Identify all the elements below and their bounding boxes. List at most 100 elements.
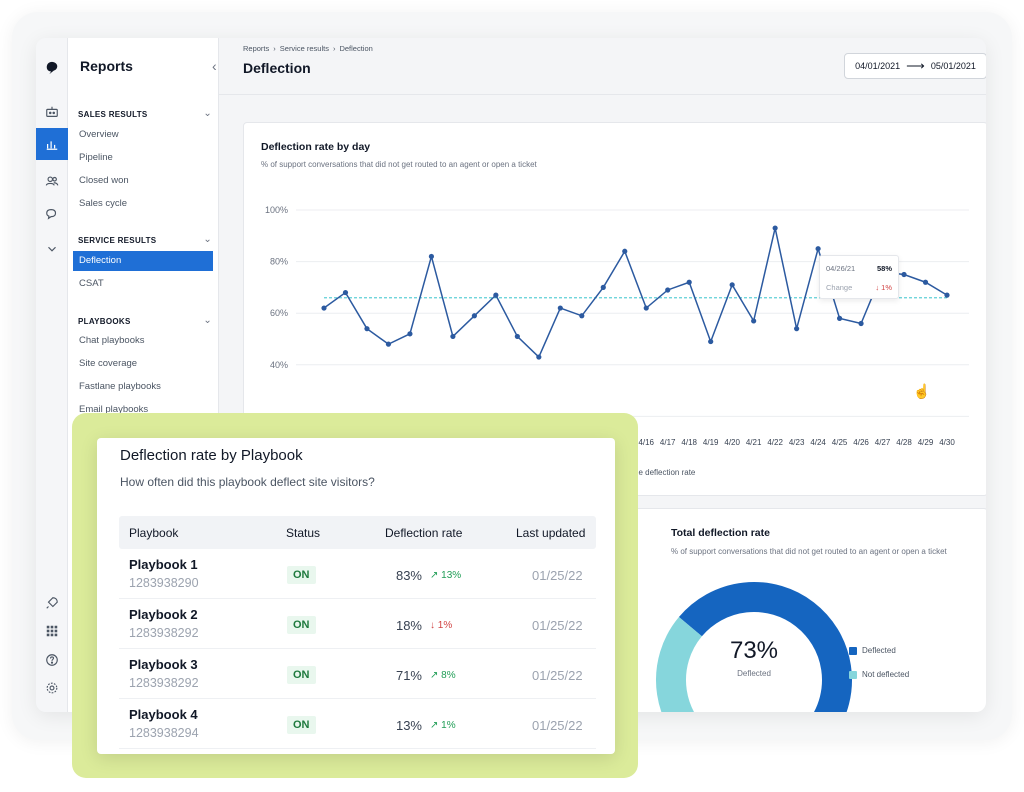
- data-point: [493, 292, 499, 298]
- data-point: [665, 287, 671, 293]
- legend-label: Deflected: [862, 646, 896, 655]
- chat-bubbles-icon[interactable]: [36, 198, 68, 230]
- y-tick-label: 60%: [270, 308, 288, 318]
- chart-title: Deflection rate by day: [261, 141, 371, 153]
- data-point: [450, 333, 456, 340]
- sidebar-item-overview[interactable]: Overview: [79, 129, 119, 140]
- data-point: [858, 320, 864, 327]
- column-header-rate[interactable]: Deflection rate: [385, 526, 463, 540]
- logo-icon[interactable]: [36, 52, 68, 84]
- data-point: [751, 318, 757, 324]
- sidebar-item-pipeline[interactable]: Pipeline: [79, 152, 113, 163]
- legend-label: Not deflected: [862, 670, 910, 679]
- playbook-name[interactable]: Playbook 4: [129, 707, 198, 722]
- sidebar-item-email-playbooks[interactable]: Email playbooks: [79, 404, 149, 415]
- last-updated: 01/25/22: [532, 668, 583, 683]
- grid-icon[interactable]: [36, 615, 68, 647]
- data-point: [729, 282, 735, 288]
- sidebar-item-chat-playbooks[interactable]: Chat playbooks: [79, 335, 145, 346]
- column-header-updated[interactable]: Last updated: [516, 526, 586, 540]
- legend-not-deflected: Not deflected: [849, 670, 909, 679]
- sidebar-title: Reports: [80, 58, 133, 74]
- data-point: [385, 341, 392, 347]
- trend-value: 13%: [441, 570, 462, 581]
- deflection-rate: 71%: [395, 668, 422, 683]
- table-header: Playbook Status Deflection rate Last upd…: [119, 516, 596, 549]
- table-row[interactable]: Playbook 4 1283938294 ON 13% ↗ 1% 01/25/…: [119, 699, 596, 749]
- data-point: [342, 289, 349, 296]
- data-point: [600, 284, 606, 290]
- playbook-name[interactable]: Playbook 2: [129, 607, 198, 622]
- table-row[interactable]: Playbook 2 1283938292 ON 18% ↓ 1% 01/25/…: [119, 599, 596, 649]
- arrow-right-icon: ⟶: [906, 58, 925, 73]
- chart-subtitle: % of support conversations that did not …: [261, 160, 537, 169]
- status-badge: ON: [287, 566, 316, 584]
- y-tick-label: 100%: [265, 205, 288, 215]
- trend-value: 1%: [437, 620, 453, 631]
- playbook-id: 1283938292: [129, 676, 199, 690]
- breadcrumb: Reports › Service results › Deflection: [243, 44, 373, 53]
- data-point: [321, 305, 327, 311]
- x-tick-label: 4/16: [638, 438, 654, 447]
- help-icon[interactable]: [36, 644, 68, 676]
- tooltip-change-label: Change: [826, 283, 853, 292]
- sidebar-item-csat[interactable]: CSAT: [79, 278, 104, 289]
- data-point: [922, 279, 929, 285]
- x-tick-label: 4/20: [724, 438, 740, 447]
- date-range-picker[interactable]: 04/01/2021 ⟶ 05/01/2021: [844, 53, 986, 79]
- x-tick-label: 4/29: [918, 438, 934, 447]
- rocket-icon[interactable]: [36, 587, 68, 619]
- playbook-table: Playbook Status Deflection rate Last upd…: [119, 516, 596, 749]
- section-playbooks[interactable]: PLAYBOOKS ⌄: [78, 315, 212, 326]
- donut-center-label: Deflected: [737, 669, 771, 678]
- data-point: [364, 326, 370, 332]
- section-label: SERVICE RESULTS: [78, 236, 157, 245]
- status-badge: ON: [287, 716, 316, 734]
- x-tick-label: 4/19: [703, 438, 719, 447]
- table-row[interactable]: Playbook 3 1283938292 ON 71% ↗ 8% 01/25/…: [119, 649, 596, 699]
- x-tick-label: 4/26: [853, 438, 869, 447]
- trend-value: 8%: [441, 670, 456, 681]
- settings-icon[interactable]: [36, 672, 68, 704]
- data-point: [794, 326, 800, 332]
- bar-chart-icon[interactable]: [36, 128, 68, 160]
- donut-slice-not-deflected: [656, 617, 703, 712]
- chevron-right-icon: ›: [332, 44, 336, 53]
- chevron-left-icon[interactable]: ‹: [212, 58, 217, 74]
- data-point: [471, 313, 477, 319]
- chevron-down-icon[interactable]: [36, 233, 68, 265]
- trend-down-indicator: ↓ 1%: [430, 620, 452, 631]
- section-label: PLAYBOOKS: [78, 317, 131, 326]
- x-tick-label: 4/21: [746, 438, 762, 447]
- table-row[interactable]: Playbook 1 1283938290 ON 83% ↗ 13% 01/25…: [119, 549, 596, 599]
- donut-chart: [656, 582, 852, 712]
- section-sales-results[interactable]: SALES RESULTS ⌄: [78, 108, 212, 119]
- data-point: [772, 225, 778, 231]
- bot-icon[interactable]: [36, 96, 68, 128]
- sidebar-item-fastlane-playbooks[interactable]: Fastlane playbooks: [79, 381, 161, 392]
- users-icon[interactable]: [36, 165, 68, 197]
- sidebar-item-sales-cycle[interactable]: Sales cycle: [79, 198, 128, 209]
- playbook-name[interactable]: Playbook 1: [129, 557, 198, 572]
- tooltip-date: 04/26/21: [826, 264, 856, 273]
- deflection-rate: 18%: [395, 618, 422, 633]
- breadcrumb-reports[interactable]: Reports: [243, 44, 270, 53]
- average-legend-label: ge deflection rate: [634, 468, 696, 477]
- last-updated: 01/25/22: [532, 718, 583, 733]
- section-service-results[interactable]: SERVICE RESULTS ⌄: [78, 234, 212, 245]
- series-line: [323, 227, 948, 359]
- data-point: [901, 271, 907, 278]
- column-header-playbook[interactable]: Playbook: [129, 526, 179, 540]
- sidebar-item-site-coverage[interactable]: Site coverage: [79, 358, 138, 369]
- data-point: [944, 292, 950, 298]
- data-point: [428, 253, 435, 260]
- column-header-status[interactable]: Status: [286, 526, 321, 540]
- x-tick-label: 4/24: [810, 438, 826, 447]
- sidebar-item-deflection[interactable]: Deflection: [73, 251, 213, 271]
- x-tick-label: 4/30: [939, 438, 955, 447]
- date-to: 05/01/2021: [930, 61, 976, 71]
- playbook-name[interactable]: Playbook 3: [129, 657, 198, 672]
- sidebar-item-closed-won[interactable]: Closed won: [79, 175, 129, 186]
- breadcrumb-service-results[interactable]: Service results: [279, 44, 329, 53]
- legend-swatch: [849, 670, 857, 679]
